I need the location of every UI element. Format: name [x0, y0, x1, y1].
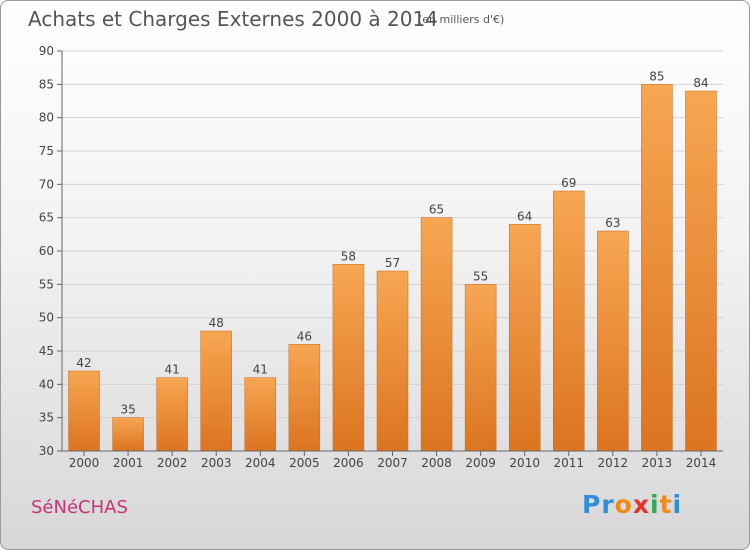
data-label: 85 [649, 69, 664, 83]
y-tick-label: 60 [39, 244, 54, 258]
x-tick-label: 2009 [465, 456, 496, 470]
bar [112, 417, 144, 452]
bar [464, 284, 497, 452]
x-tick-label: 2005 [289, 456, 320, 470]
data-label: 46 [297, 329, 312, 343]
x-tick-label: 2014 [686, 456, 717, 470]
bar [597, 230, 629, 452]
y-tick-label: 70 [39, 177, 54, 191]
data-label: 69 [561, 176, 576, 190]
bars: 42 35 41 48 41 46 58 57 65 55 64 69 63 85 84 [68, 69, 717, 452]
data-label: 41 [253, 363, 268, 377]
y-tick-label: 80 [39, 111, 54, 125]
y-tick-label: 75 [39, 144, 54, 158]
bar [288, 344, 321, 452]
data-label: 84 [693, 76, 708, 90]
y-tick-label: 50 [39, 311, 54, 325]
x-tick-label: 2011 [553, 456, 584, 470]
proxiti-logo: Proxiti [582, 490, 683, 519]
x-tick-label: 2007 [377, 456, 408, 470]
data-label: 58 [341, 249, 356, 263]
bar [641, 84, 673, 452]
data-label: 65 [429, 203, 444, 217]
data-label: 41 [165, 363, 180, 377]
x-tick-label: 2013 [642, 456, 673, 470]
bar [420, 217, 453, 452]
chart-title: Achats et Charges Externes 2000 à 2014 [28, 7, 438, 31]
bar [685, 90, 717, 452]
data-label: 64 [517, 209, 532, 223]
y-tick-label: 55 [39, 277, 54, 291]
bar [68, 370, 100, 452]
x-tick-label: 2004 [245, 456, 276, 470]
chart-unit: (en milliers d'€) [418, 13, 505, 26]
y-tick-label: 85 [39, 77, 54, 91]
bar [508, 224, 541, 452]
x-tick-label: 2000 [69, 456, 100, 470]
data-label: 48 [209, 316, 224, 330]
bar [376, 270, 409, 452]
data-label: 57 [385, 256, 400, 270]
axes: 30 35 40 45 50 55 60 65 70 75 80 85 90 2000 2001 2002 20… [39, 44, 723, 470]
y-tick-label: 35 [39, 411, 54, 425]
x-tick-label: 2002 [157, 456, 188, 470]
bar [553, 190, 585, 452]
y-tick-label: 45 [39, 344, 54, 358]
y-tick-label: 40 [39, 377, 54, 391]
x-tick-label: 2010 [509, 456, 540, 470]
y-tick-label: 90 [39, 44, 54, 58]
data-label: 42 [76, 356, 91, 370]
commune-name: SéNéCHAS [31, 497, 128, 518]
bar [156, 377, 188, 452]
x-tick-label: 2001 [113, 456, 144, 470]
bar [332, 264, 365, 452]
data-label: 55 [473, 269, 488, 283]
x-tick-label: 2008 [421, 456, 452, 470]
x-tick-label: 2012 [598, 456, 629, 470]
data-label: 63 [605, 216, 620, 230]
y-tick-label: 65 [39, 211, 54, 225]
data-label: 35 [120, 403, 135, 417]
x-tick-label: 2003 [201, 456, 232, 470]
y-tick-label: 30 [39, 444, 54, 458]
x-tick-label: 2006 [333, 456, 364, 470]
bar [200, 330, 232, 452]
bar [244, 377, 277, 452]
